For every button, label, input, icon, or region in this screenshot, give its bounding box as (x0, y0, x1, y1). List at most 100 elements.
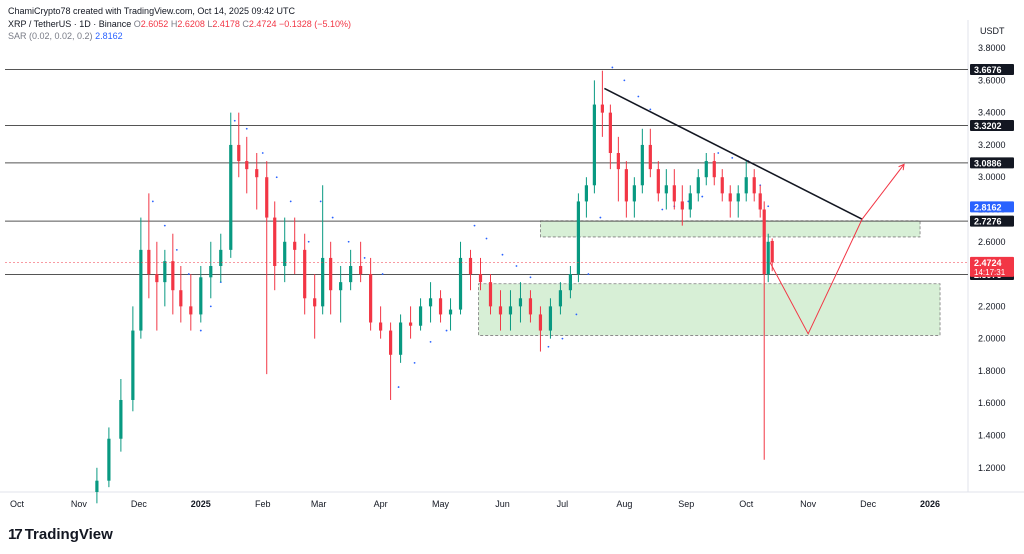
candle-body (720, 177, 724, 194)
candle-body (744, 177, 748, 194)
level-label-bg (970, 215, 1014, 227)
level-label: 3.0886 (974, 158, 1002, 168)
x-tick-label: May (432, 499, 450, 509)
sar-dot (561, 337, 564, 340)
candle-body (696, 177, 700, 194)
sar-dot (413, 361, 416, 364)
projection-path (769, 163, 905, 335)
sar-dot (209, 305, 212, 308)
x-tick-label: Dec (131, 499, 148, 509)
sar-dot (637, 95, 640, 98)
candle-body (672, 185, 676, 202)
y-tick-label: 3.4000 (978, 108, 1006, 118)
high-value: 2.6208 (177, 19, 205, 29)
sar-dot (261, 152, 264, 154)
candle-body (478, 274, 483, 283)
sar-dot (473, 224, 476, 227)
candle-body (576, 201, 581, 275)
candle-body (438, 298, 443, 315)
y-tick-label: 1.8000 (978, 366, 1006, 376)
candle-body (428, 298, 433, 307)
candle-body (237, 144, 241, 162)
candle-body (339, 282, 343, 291)
candle-body (179, 290, 183, 307)
candle-body (107, 438, 111, 481)
candle-body (758, 193, 762, 210)
candle-body (616, 153, 620, 170)
candle-body (592, 104, 596, 186)
sar-dot (331, 216, 334, 219)
sar-dot (163, 224, 166, 227)
sar-dot (429, 340, 432, 343)
sar-dot (529, 276, 532, 279)
candle-body (762, 209, 766, 275)
level-label-bg (970, 157, 1014, 169)
y-tick-label: 1.4000 (978, 431, 1006, 441)
y-tick-label: 3.8000 (978, 43, 1006, 53)
sar-dot (275, 176, 278, 179)
sar-dot (363, 257, 366, 259)
level-label: 3.6676 (974, 65, 1002, 75)
candle-body (209, 266, 213, 278)
sar-dot (381, 273, 384, 275)
change-value: −0.1328 (−5.10%) (278, 19, 352, 29)
sar-dot (199, 329, 202, 332)
candle-body (147, 249, 151, 275)
tradingview-logo: 17 (8, 526, 23, 543)
candle-body (468, 257, 473, 275)
sar-dot (661, 208, 664, 211)
sar-dot (501, 253, 504, 256)
x-tick-label: Oct (10, 499, 25, 509)
candle-body (408, 322, 413, 326)
x-tick-label: Jun (495, 499, 510, 509)
candle-body (313, 298, 317, 307)
candle-body (155, 274, 159, 283)
currency-label[interactable]: USDT (980, 26, 1005, 36)
sar-dot (731, 156, 734, 159)
x-tick-label: 2025 (191, 499, 211, 509)
sar-dot (611, 66, 614, 69)
sar-dot (233, 119, 236, 122)
sar-dot (599, 216, 602, 219)
x-tick-label: Nov (71, 499, 88, 509)
candle-body (640, 144, 644, 186)
candle-body (458, 257, 463, 310)
low-value: 2.4178 (212, 19, 240, 29)
candle-body (752, 177, 756, 194)
candle-body (508, 306, 513, 315)
candle-body (712, 161, 716, 178)
open-label: O (133, 19, 141, 29)
symbol-name[interactable]: XRP / TetherUS · 1D · Binance (8, 19, 132, 29)
close-label: C (242, 19, 249, 29)
projection-arrowhead (898, 163, 905, 171)
candle-body (379, 322, 383, 331)
candle-body (600, 104, 604, 113)
low-label: L (207, 19, 213, 29)
candle-body (584, 185, 588, 202)
sar-dot (575, 313, 578, 316)
x-tick-label: 2026 (920, 499, 940, 509)
sar-label[interactable]: SAR (0.02, 0.02, 0.2) (8, 31, 93, 41)
byline: ChamiCrypto78 created with TradingView.c… (8, 6, 295, 16)
last-price-label-bg (970, 256, 1014, 277)
candle-body (418, 306, 423, 326)
level-label-bg (970, 63, 1014, 75)
sar-dot (649, 108, 652, 111)
candle-body (498, 306, 503, 315)
y-tick-label: 1.2000 (978, 463, 1006, 473)
candle-body (548, 306, 553, 331)
high-label: H (170, 19, 178, 29)
candle-body (680, 201, 684, 210)
open-value: 2.6052 (140, 19, 169, 29)
last-price-label-countdown: 14:17:31 (974, 268, 1006, 277)
sar-price-label-bg (970, 201, 1014, 213)
candle-body (656, 169, 660, 194)
candle-body (538, 314, 543, 331)
x-tick-label: Feb (255, 499, 271, 509)
candle-body (736, 193, 740, 202)
x-tick-label: Sep (678, 499, 694, 509)
sar-price-label: 2.8162 (974, 202, 1002, 212)
sar-dot (245, 127, 248, 130)
tradingview-brand: 17 TradingView (8, 526, 113, 543)
